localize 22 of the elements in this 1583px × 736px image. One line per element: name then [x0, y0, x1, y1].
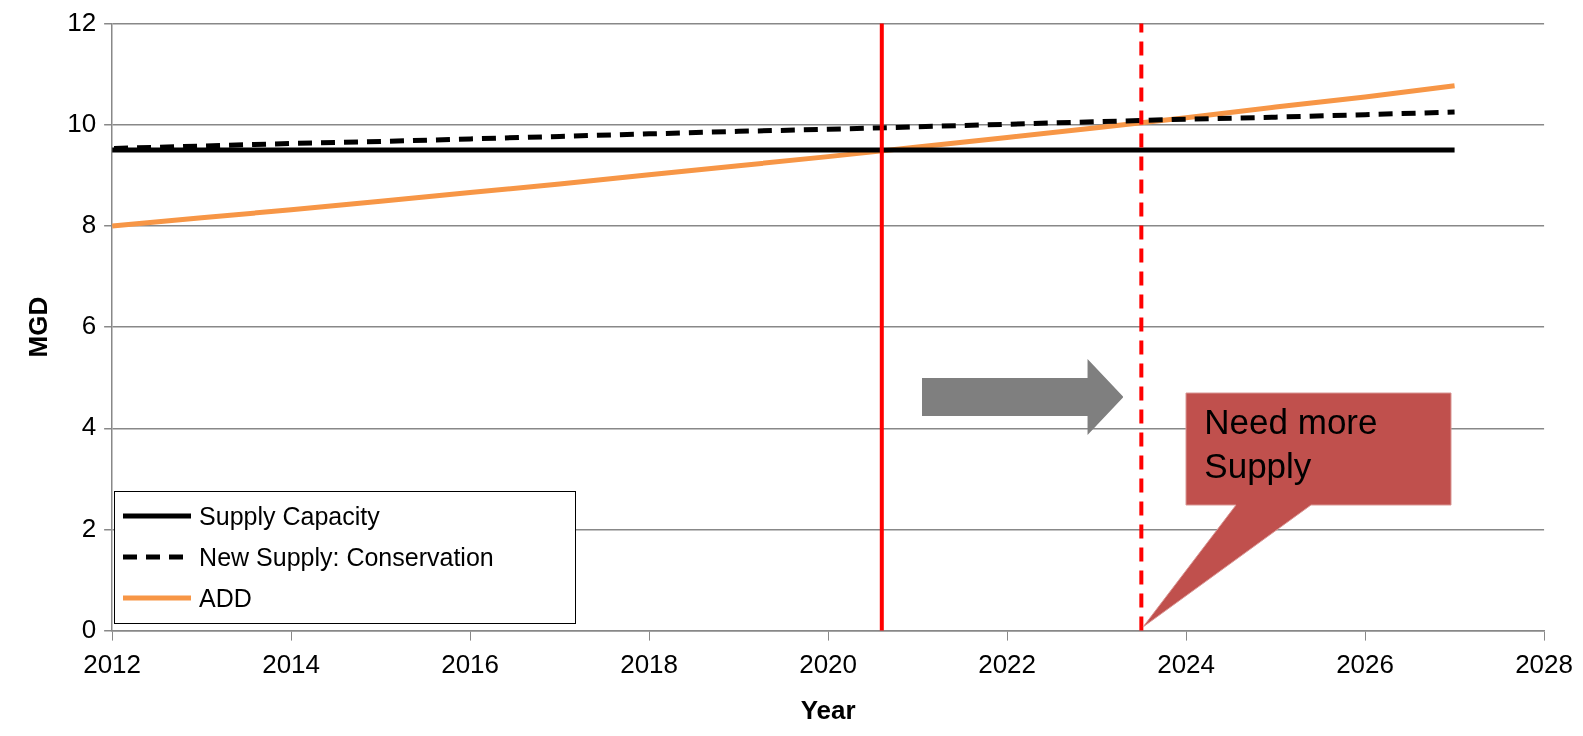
- x-axis-title: Year: [800, 694, 856, 725]
- x-tick-label: 2018: [620, 649, 679, 680]
- x-tick-label: 2022: [978, 649, 1037, 680]
- x-tick-label: 2014: [262, 649, 321, 680]
- legend-label: New Supply: Conservation: [199, 542, 494, 572]
- y-tick-label: 0: [81, 613, 97, 644]
- y-tick-label: 2: [81, 512, 97, 543]
- y-tick-label: 4: [81, 411, 97, 442]
- y-tick-label: 10: [67, 107, 97, 138]
- y-tick-label: 6: [81, 310, 97, 341]
- legend-label: Supply Capacity: [199, 501, 380, 531]
- x-tick-label: 2024: [1157, 649, 1216, 680]
- x-tick-label: 2026: [1336, 649, 1395, 680]
- annotation: Need more Supply: [1204, 400, 1379, 487]
- x-tick-label: 2016: [441, 649, 500, 680]
- y-tick-label: 12: [67, 6, 97, 37]
- y-axis-title: MGD: [22, 296, 53, 358]
- legend-label: ADD: [199, 583, 252, 613]
- x-tick-label: 2028: [1515, 649, 1573, 680]
- x-tick-label: 2020: [799, 649, 858, 680]
- y-tick-label: 8: [81, 209, 97, 240]
- x-tick-label: 2012: [83, 649, 142, 680]
